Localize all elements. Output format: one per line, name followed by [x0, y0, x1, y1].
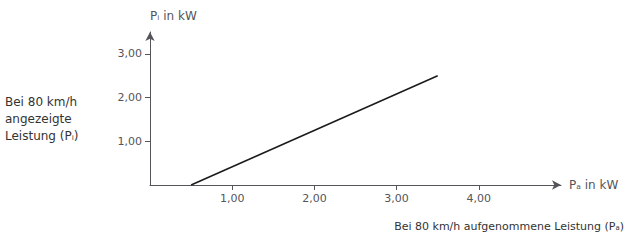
svg-text:Leistung (Pᵢ): Leistung (Pᵢ)	[5, 129, 79, 143]
svg-text:Bei 80 km/h: Bei 80 km/h	[5, 95, 77, 109]
svg-text:1,00: 1,00	[220, 192, 245, 205]
svg-text:Pᵢ in kW: Pᵢ in kW	[150, 9, 197, 23]
svg-text:4,00: 4,00	[467, 192, 492, 205]
svg-text:Pₐ in kW: Pₐ in kW	[569, 178, 618, 192]
svg-text:Bei 80 km/h aufgenommene Leist: Bei 80 km/h aufgenommene Leistung (Pₐ)	[394, 220, 624, 233]
svg-text:1,00: 1,00	[118, 135, 143, 148]
svg-text:3,00: 3,00	[384, 192, 409, 205]
svg-text:2,00: 2,00	[118, 91, 143, 104]
svg-text:angezeigte: angezeigte	[5, 112, 72, 126]
svg-text:2,00: 2,00	[302, 192, 327, 205]
svg-text:3,00: 3,00	[118, 47, 143, 60]
